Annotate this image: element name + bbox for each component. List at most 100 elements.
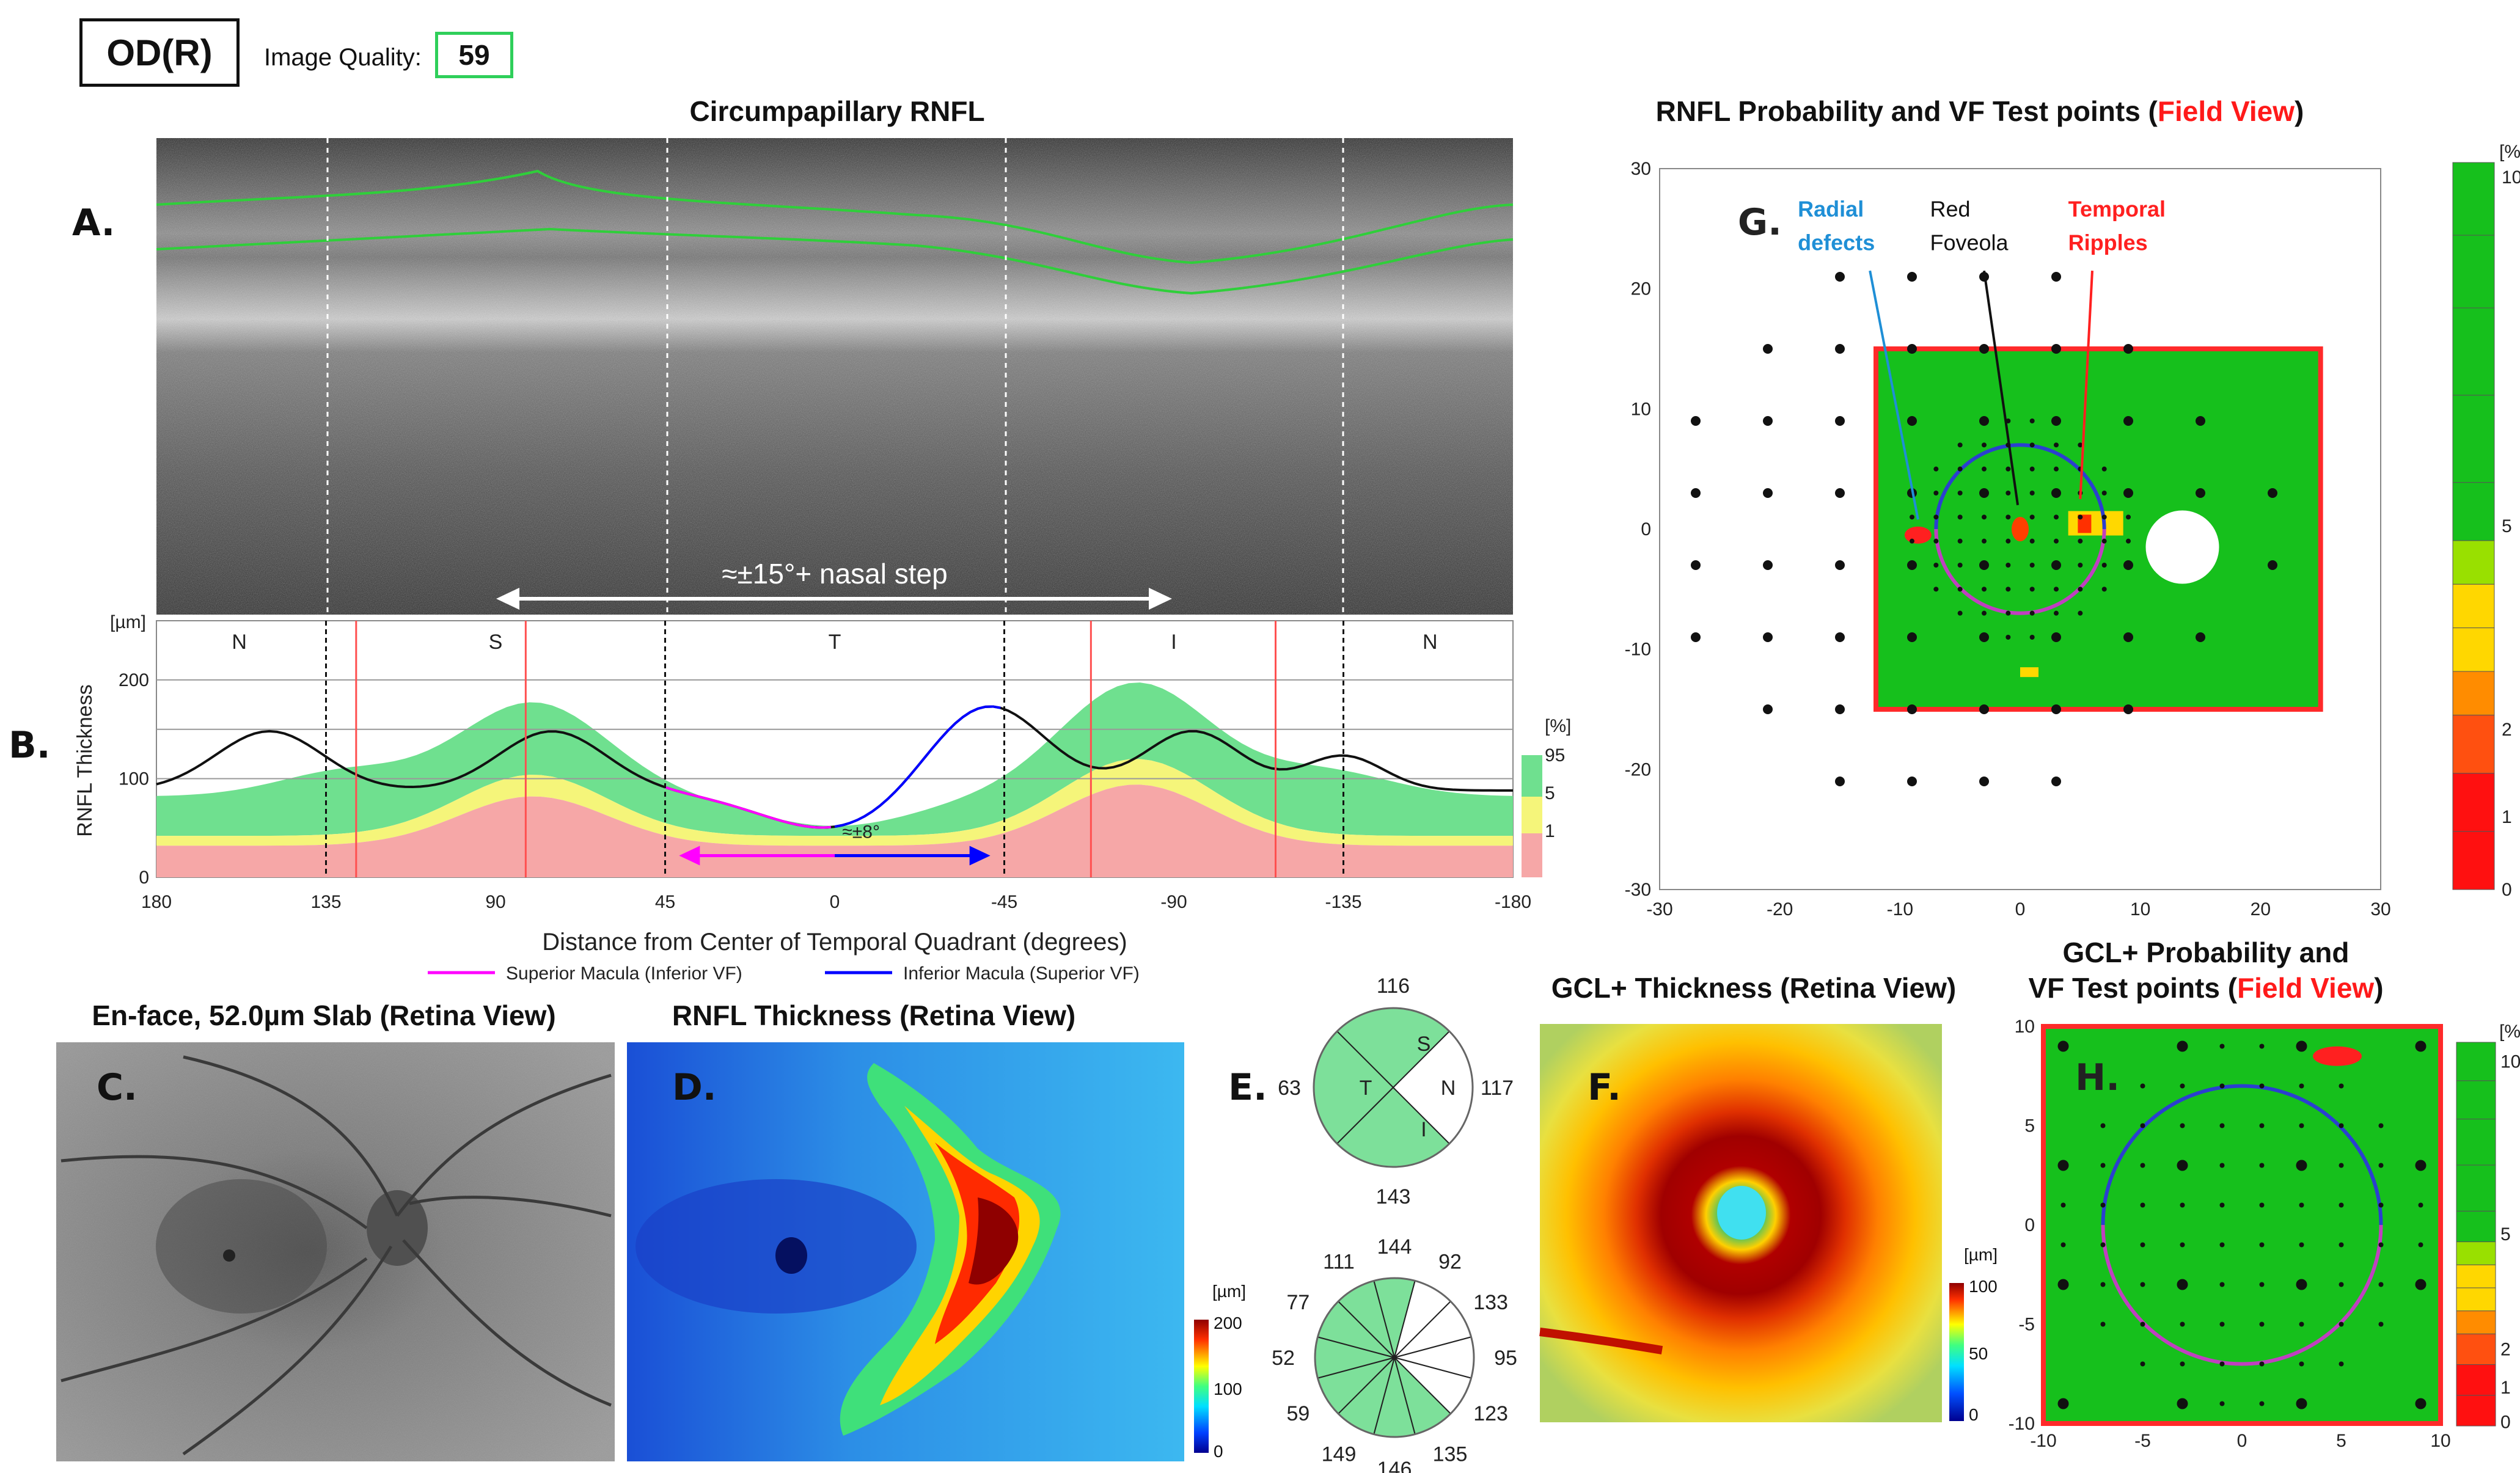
g-red-foveola [2012,517,2029,541]
e-clock-value-8: 59 [1286,1402,1309,1425]
h-vf-small-point-34 [2299,1242,2304,1248]
g-x-tick-5: 20 [2251,899,2271,919]
g-macula-circle-lower [1934,528,2106,615]
g-y-tick-2: 10 [1631,399,1651,419]
g-vf-small-point-41 [1982,514,1987,520]
h-scale-tick-2: 2 [2500,1339,2511,1359]
h-y-tick-3: -5 [2018,1315,2035,1335]
h-vf-small-point-53 [2259,1163,2265,1168]
h-scale-segment-1 [2456,1364,2496,1396]
g-vf-small-point-56 [2101,491,2107,495]
h-vf-small-point-31 [2180,1242,2185,1248]
b-band-yellow [156,759,1513,846]
h-scale-segment-9 [2456,1119,2496,1166]
g-ann-radial-line1: Radial [1798,197,1864,222]
g-vf-point-25 [1763,488,1773,498]
h-probability-map [2041,1024,2443,1426]
g-vf-small-point-13 [2005,587,2011,592]
h-vf-small-point-56 [2378,1163,2384,1168]
g-vf-small-point-3 [2054,635,2059,640]
g-vf-small-point-42 [2005,514,2011,520]
g-vf-small-point-17 [2101,587,2107,592]
g-vf-point-44 [2123,704,2133,714]
h-scale-segment-6 [2456,1241,2496,1265]
g-vf-small-point-65 [2101,466,2107,472]
g-vf-point-16 [1763,416,1773,426]
h-scale-segment-5 [2456,1264,2496,1288]
g-vf-point-37 [2123,632,2133,642]
rnfl-map-dark-red-zone [969,1197,1019,1285]
g-vf-point-36 [2196,632,2205,642]
g-vf-small-point-60 [1982,466,1987,472]
h-scale-tick-3: 1 [2500,1378,2511,1398]
enface-texture [56,1042,615,1461]
rnfl-map-green-zone [840,1063,1061,1436]
h-vf-point-10 [2296,1398,2307,1409]
d-scale-unit: [µm] [1212,1282,1247,1301]
h-y-tick-0: 10 [2015,1017,2035,1037]
g-scale-segment-0 [2452,831,2495,890]
g-scale-tick-3: 1 [2502,807,2512,827]
g-vf-point-43 [1691,632,1701,642]
g-scale-tick-1: 5 [2502,516,2512,536]
h-scale-segment-8 [2456,1164,2496,1212]
g-vf-small-point-45 [2078,514,2083,520]
h-vf-small-point-69 [2259,1083,2265,1089]
d-scale-tick-200: 200 [1214,1314,1242,1332]
g-vf-point-47 [1907,704,1917,714]
b-scale-yellow [1522,797,1542,833]
g-vf-small-point-70 [2054,442,2059,448]
h-vf-small-point-63 [2299,1123,2304,1128]
b-probability-scale: [%] 95 5 1 [1522,716,1571,877]
gcl-map-streak [1539,1328,1663,1354]
g-vf-small-point-5 [1982,610,1987,616]
h-vf-small-point-19 [2100,1282,2106,1287]
g-vf-point-8 [1835,344,1845,354]
h-vf-point-4 [2057,1160,2069,1171]
g-vf-small-point-49 [1933,491,1939,495]
h-vf-small-point-71 [2339,1083,2344,1089]
h-vf-point-0 [2057,1040,2069,1052]
g-vf-point-7 [1907,344,1917,354]
g-vf-small-point-29 [1933,538,1939,544]
g-arrow-radial [1869,270,1919,520]
g-ann-red-line2: Foveola [1930,230,2009,255]
h-vf-small-point-38 [2060,1202,2066,1208]
g-scale-tick-2: 2 [2502,720,2512,740]
b-y-unit: [µm] [110,612,146,632]
b-y-label: RNFL Thickness [73,684,97,836]
h-vf-small-point-28 [2060,1242,2066,1248]
b-x-tick-1: 135 [310,892,341,912]
h-vf-point-9 [2177,1398,2188,1409]
g-scale-tick-0: 10 [2502,167,2520,188]
h-vf-small-point-16 [2339,1321,2344,1327]
g-vf-point-4 [2123,344,2133,354]
h-vf-small-point-47 [2418,1202,2423,1208]
g-vf-small-point-32 [2005,538,2011,544]
g-vf-small-point-43 [2029,514,2035,520]
g-vf-small-point-51 [1982,491,1987,495]
h-scale-segment-3 [2456,1310,2496,1334]
g-vf-small-point-40 [1957,514,1963,520]
h-vf-small-point-14 [2259,1321,2265,1327]
g-scale-segment-1 [2452,773,2495,832]
h-vf-small-point-43 [2259,1202,2265,1208]
g-vf-small-point-63 [2054,466,2059,472]
h-scale-segment-4 [2456,1287,2496,1312]
gcl-map-fovea [1717,1186,1766,1240]
panel-a-letter: A. [72,202,115,244]
h-vf-small-point-39 [2100,1202,2106,1208]
g-vf-small-point-69 [2029,442,2035,448]
panel-d-letter: D. [672,1066,717,1109]
h-title-main: VF Test points ( [2028,972,2238,1004]
b-arrow-superior-head [679,846,700,866]
e-clock-value-3: 95 [1494,1347,1517,1370]
g-vf-small-point-38 [1910,514,1914,520]
f-scale-unit: [µm] [1964,1245,1998,1264]
g-vf-small-point-46 [2101,514,2107,520]
g-vf-small-point-53 [2029,491,2035,495]
h-macula-circle-lower [2101,1224,2383,1366]
rnfl-map-macula [635,1179,917,1314]
b-8deg-label: ≈±8° [842,822,880,842]
